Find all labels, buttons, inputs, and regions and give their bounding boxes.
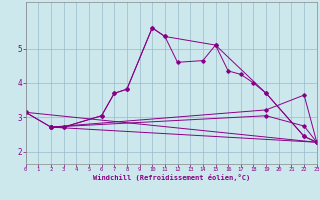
X-axis label: Windchill (Refroidissement éolien,°C): Windchill (Refroidissement éolien,°C) bbox=[92, 174, 250, 181]
